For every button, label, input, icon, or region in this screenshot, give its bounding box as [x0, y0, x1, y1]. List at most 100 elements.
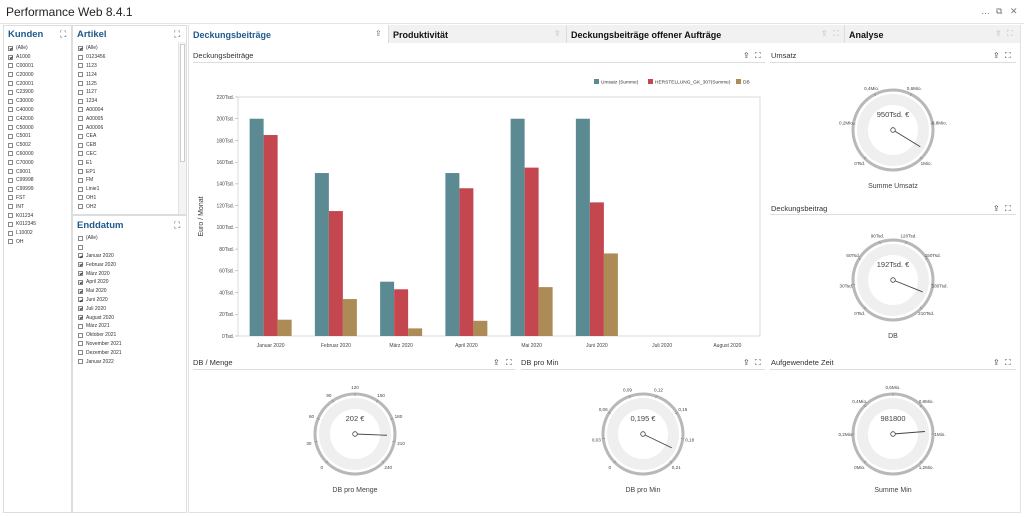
list-item[interactable]: April 2020 [78, 278, 178, 287]
checkbox[interactable] [78, 195, 83, 201]
list-item[interactable]: OH1 [78, 194, 174, 203]
checkbox[interactable] [8, 221, 13, 227]
list-item[interactable]: C70000 [8, 158, 70, 167]
checkbox[interactable] [8, 204, 13, 210]
checkbox[interactable] [8, 169, 13, 175]
checkbox[interactable] [78, 151, 83, 157]
export-icon[interactable]: ⇪ [993, 204, 1000, 213]
list-item[interactable]: November 2021 [78, 340, 178, 349]
bar[interactable] [524, 167, 539, 336]
checkbox[interactable] [78, 63, 83, 69]
list-item[interactable]: C5002 [8, 141, 70, 150]
checkbox[interactable] [8, 98, 13, 104]
checkbox[interactable] [8, 195, 13, 201]
expand-icon[interactable]: ⛶ [60, 29, 67, 39]
bar[interactable] [394, 289, 409, 336]
checkbox[interactable] [78, 89, 83, 95]
expand-icon[interactable]: ⛶ [174, 29, 181, 39]
export-icon[interactable]: ⇪ [993, 358, 1000, 367]
tab-produktivitaet[interactable]: Produktivität [389, 25, 567, 43]
checkbox[interactable] [8, 45, 13, 51]
checkbox[interactable] [78, 169, 83, 175]
bar[interactable] [473, 320, 488, 336]
bar[interactable] [314, 173, 329, 336]
list-item[interactable]: OH [8, 238, 70, 247]
checkbox[interactable] [78, 235, 83, 241]
list-item[interactable]: A00004 [78, 106, 174, 115]
list-item[interactable]: März 2020 [78, 269, 178, 278]
list-item[interactable]: August 2020 [78, 313, 178, 322]
checkbox[interactable] [8, 89, 13, 95]
expand-icon[interactable]: ⛶ [506, 358, 512, 367]
list-item[interactable]: K01234 [8, 211, 70, 220]
expand-icon[interactable]: ⛶ [1005, 204, 1011, 213]
checkbox[interactable] [78, 297, 83, 303]
list-item[interactable]: OH2 [78, 202, 174, 211]
checkbox[interactable] [78, 107, 83, 113]
checkbox[interactable] [78, 288, 83, 294]
checkbox[interactable] [78, 323, 83, 329]
list-item[interactable]: Juni 2020 [78, 296, 178, 305]
checkbox[interactable] [8, 81, 13, 87]
list-item[interactable]: C20001 [8, 79, 70, 88]
list-item[interactable]: C20000 [8, 70, 70, 79]
checkbox[interactable] [78, 160, 83, 166]
checkbox[interactable] [78, 186, 83, 192]
list-item[interactable]: CEA [78, 132, 174, 141]
checkbox[interactable] [8, 142, 13, 148]
expand-icon[interactable]: ⛶ [833, 29, 839, 38]
bar[interactable] [589, 202, 604, 336]
tab-deckungsbeitraege-offener-auftraege[interactable]: Deckungsbeiträge offener Aufträge [567, 25, 845, 43]
checkbox[interactable] [78, 54, 83, 60]
list-item[interactable]: C40000 [8, 106, 70, 115]
export-icon[interactable]: ⇪ [995, 29, 1002, 38]
checkbox[interactable] [8, 177, 13, 183]
checkbox[interactable] [78, 72, 83, 78]
checkbox[interactable] [8, 230, 13, 236]
list-item[interactable]: INT [8, 202, 70, 211]
list-item[interactable]: C60000 [8, 150, 70, 159]
list-item[interactable]: 1124 [78, 70, 174, 79]
checkbox[interactable] [78, 244, 83, 250]
list-item[interactable]: A00005 [78, 114, 174, 123]
more-icon[interactable]: … [981, 6, 990, 16]
checkbox[interactable] [78, 45, 83, 51]
checkbox[interactable] [78, 306, 83, 312]
list-item[interactable]: 1234 [78, 97, 174, 106]
list-item[interactable]: Linie1 [78, 185, 174, 194]
export-icon[interactable]: ⇪ [493, 358, 500, 367]
bar[interactable] [277, 319, 292, 336]
checkbox[interactable] [78, 271, 83, 277]
list-item[interactable]: 1123 [78, 62, 174, 71]
checkbox[interactable] [78, 98, 83, 104]
list-item[interactable]: C50000 [8, 123, 70, 132]
restore-icon[interactable]: ⧉ [996, 6, 1003, 16]
checkbox[interactable] [78, 253, 83, 259]
expand-icon[interactable]: ⛶ [1007, 29, 1013, 38]
bar[interactable] [263, 135, 278, 336]
list-item[interactable]: C99998 [8, 176, 70, 185]
checkbox[interactable] [8, 151, 13, 157]
list-item[interactable]: C42000 [8, 114, 70, 123]
checkbox[interactable] [78, 350, 83, 356]
checkbox[interactable] [78, 116, 83, 122]
list-item[interactable]: (Alle) [8, 44, 70, 53]
list-item[interactable]: A00006 [78, 123, 174, 132]
checkbox[interactable] [8, 116, 13, 122]
export-icon[interactable]: ⇪ [993, 51, 1000, 60]
list-item[interactable]: 0123456 [78, 53, 174, 62]
checkbox[interactable] [8, 239, 13, 245]
expand-icon[interactable]: ⛶ [755, 51, 761, 60]
list-item[interactable]: Februar 2020 [78, 260, 178, 269]
export-icon[interactable]: ⇪ [743, 51, 750, 60]
checkbox[interactable] [8, 54, 13, 60]
bar[interactable] [575, 118, 590, 337]
list-item[interactable]: C30000 [8, 97, 70, 106]
bar[interactable] [445, 173, 460, 336]
artikel-scrollbar[interactable] [178, 42, 186, 214]
bar[interactable] [510, 118, 525, 337]
checkbox[interactable] [8, 63, 13, 69]
checkbox[interactable] [8, 160, 13, 166]
bar[interactable] [342, 299, 357, 336]
checkbox[interactable] [78, 315, 83, 321]
